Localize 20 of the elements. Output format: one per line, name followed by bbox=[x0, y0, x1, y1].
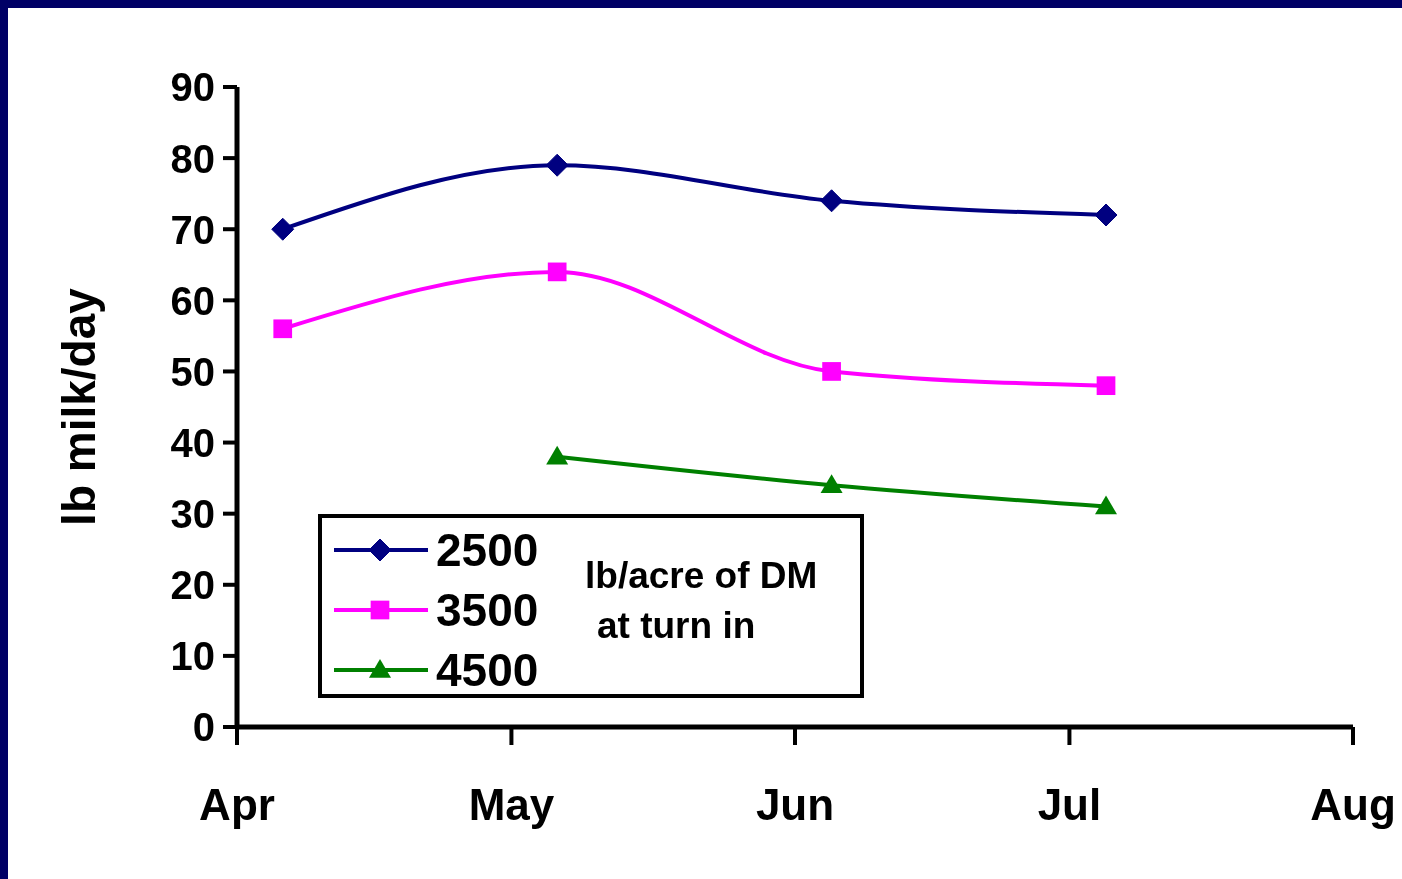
y-tick-label: 50 bbox=[170, 349, 215, 394]
legend-title: lb/acre of DM at turn in bbox=[585, 555, 818, 646]
y-tick-label: 30 bbox=[170, 492, 215, 537]
x-tick-label: Apr bbox=[199, 780, 275, 829]
y-tick-label: 70 bbox=[170, 207, 215, 252]
legend-label: 4500 bbox=[436, 644, 539, 696]
x-tick-label: May bbox=[468, 780, 555, 829]
y-tick-label: 80 bbox=[170, 136, 215, 181]
y-tick-label: 90 bbox=[170, 65, 215, 110]
y-tick-label: 60 bbox=[170, 278, 215, 323]
y-tick-label: 0 bbox=[192, 705, 215, 750]
y-tick-label: 40 bbox=[170, 420, 215, 465]
y-axis-title: lb milk/day bbox=[53, 287, 105, 526]
x-tick-label: Jun bbox=[755, 780, 835, 829]
y-tick-label: 20 bbox=[170, 563, 215, 608]
legend-label: 3500 bbox=[436, 584, 539, 636]
y-tick-label: 10 bbox=[170, 634, 215, 679]
x-tick-label: Aug bbox=[1310, 780, 1396, 829]
legend-label: 2500 bbox=[436, 524, 539, 576]
x-tick-label: Jul bbox=[1037, 780, 1102, 829]
